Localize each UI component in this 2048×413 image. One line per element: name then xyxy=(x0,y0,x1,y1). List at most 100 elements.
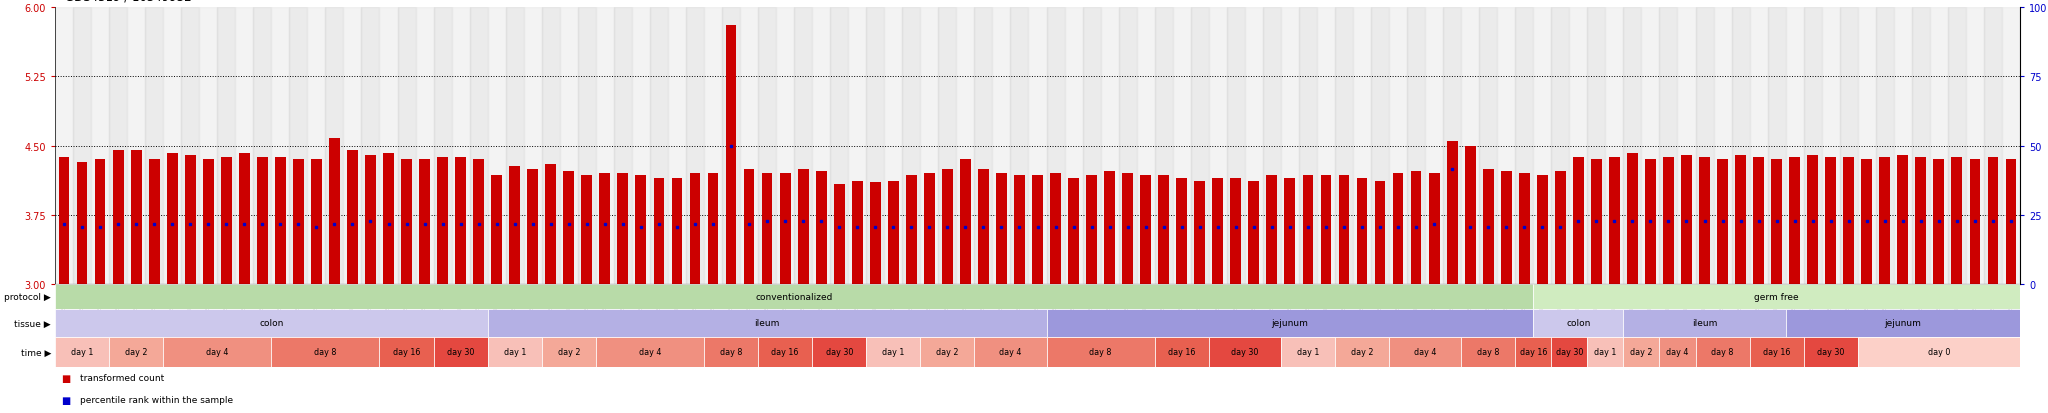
Bar xyxy=(1190,8,1208,284)
Bar xyxy=(848,8,866,284)
Bar xyxy=(1843,157,1853,284)
Bar xyxy=(330,139,340,284)
Bar xyxy=(1047,337,1155,367)
Bar xyxy=(113,151,123,284)
Bar xyxy=(1174,8,1190,284)
Bar xyxy=(1122,174,1133,284)
Text: day 2: day 2 xyxy=(1630,348,1653,357)
Bar xyxy=(1227,8,1245,284)
Text: day 8: day 8 xyxy=(719,348,741,357)
Bar xyxy=(1444,8,1460,284)
Bar xyxy=(942,169,952,284)
Bar xyxy=(1985,8,2003,284)
Bar xyxy=(1083,8,1100,284)
Bar xyxy=(1913,8,1929,284)
Bar xyxy=(1534,284,2019,309)
Text: day 2: day 2 xyxy=(125,348,147,357)
Bar xyxy=(510,166,520,284)
Bar xyxy=(1069,178,1079,284)
Text: day 1: day 1 xyxy=(883,348,905,357)
Text: day 16: day 16 xyxy=(1763,348,1790,357)
Bar xyxy=(1389,8,1407,284)
Text: jejunum: jejunum xyxy=(1884,319,1921,328)
Text: day 0: day 0 xyxy=(1927,348,1950,357)
Bar xyxy=(311,160,322,284)
Text: tissue ▶: tissue ▶ xyxy=(14,319,51,328)
Bar xyxy=(672,178,682,284)
Bar xyxy=(492,176,502,284)
Bar xyxy=(815,172,827,284)
Bar xyxy=(1317,8,1335,284)
Bar xyxy=(270,8,289,284)
Bar xyxy=(1772,160,1782,284)
Bar xyxy=(1483,169,1493,284)
Bar xyxy=(1696,337,1749,367)
Bar xyxy=(653,178,664,284)
Bar xyxy=(1356,178,1368,284)
Bar xyxy=(184,155,197,284)
Bar xyxy=(723,8,739,284)
Bar xyxy=(487,337,543,367)
Bar xyxy=(1569,8,1587,284)
Bar xyxy=(1389,337,1460,367)
Bar xyxy=(762,174,772,284)
Bar xyxy=(1573,157,1583,284)
Bar xyxy=(616,174,629,284)
Bar xyxy=(686,8,705,284)
Bar xyxy=(1696,8,1714,284)
Bar xyxy=(109,8,127,284)
Bar xyxy=(1677,8,1696,284)
Bar xyxy=(1753,157,1763,284)
Bar xyxy=(582,176,592,284)
Bar xyxy=(145,8,164,284)
Bar xyxy=(1335,8,1354,284)
Bar xyxy=(1085,176,1098,284)
Bar xyxy=(1987,157,1999,284)
Bar xyxy=(1339,176,1350,284)
Bar xyxy=(293,160,303,284)
Bar xyxy=(866,8,885,284)
Bar xyxy=(1663,157,1673,284)
Bar xyxy=(526,169,539,284)
Bar xyxy=(543,8,559,284)
Bar xyxy=(905,176,918,284)
Bar xyxy=(1858,8,1876,284)
Bar xyxy=(203,160,213,284)
Bar xyxy=(164,8,180,284)
Bar xyxy=(420,160,430,284)
Bar xyxy=(55,337,109,367)
Bar xyxy=(344,8,360,284)
Bar xyxy=(1700,157,1710,284)
Bar xyxy=(55,309,487,337)
Bar xyxy=(1970,160,1980,284)
Bar xyxy=(90,8,109,284)
Text: day 4: day 4 xyxy=(1413,348,1436,357)
Bar xyxy=(1212,178,1223,284)
Text: day 30: day 30 xyxy=(1231,348,1260,357)
Bar xyxy=(690,174,700,284)
Text: percentile rank within the sample: percentile rank within the sample xyxy=(80,396,233,404)
Bar xyxy=(346,151,358,284)
Text: jejunum: jejunum xyxy=(1272,319,1309,328)
Bar xyxy=(1804,337,1858,367)
Bar xyxy=(1534,8,1550,284)
Text: day 30: day 30 xyxy=(446,348,475,357)
Text: conventionalized: conventionalized xyxy=(756,292,834,301)
Bar xyxy=(1231,178,1241,284)
Bar xyxy=(1804,8,1823,284)
Bar xyxy=(1298,8,1317,284)
Bar xyxy=(1786,309,2019,337)
Text: day 4: day 4 xyxy=(999,348,1022,357)
Bar xyxy=(76,163,88,284)
Bar xyxy=(852,181,862,284)
Bar xyxy=(1284,178,1294,284)
Bar xyxy=(1516,337,1550,367)
Bar xyxy=(1749,8,1767,284)
Bar xyxy=(360,8,379,284)
Bar xyxy=(55,8,74,284)
Bar xyxy=(289,8,307,284)
Bar xyxy=(1554,172,1567,284)
Bar xyxy=(545,164,557,284)
Bar xyxy=(559,8,578,284)
Bar xyxy=(1051,174,1061,284)
